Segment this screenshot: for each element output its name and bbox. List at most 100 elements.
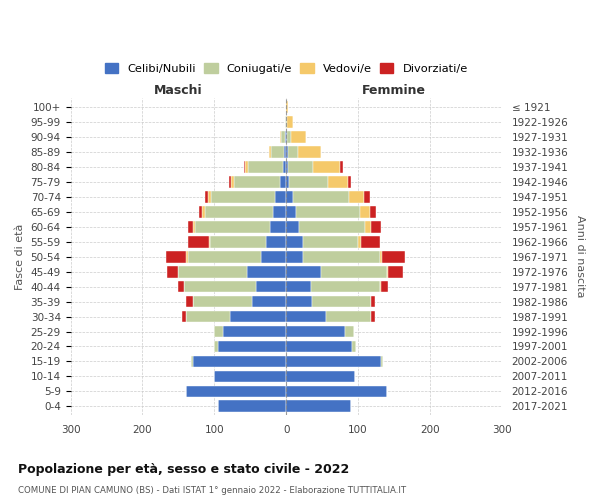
Bar [304,236,358,248]
Bar [286,206,296,218]
Bar [387,266,388,278]
Bar [284,146,286,158]
Bar [280,132,281,143]
Bar [286,281,311,292]
Bar [195,221,271,232]
Bar [247,266,286,278]
Legend: Celibi/Nubili, Coniugati/e, Vedovi/e, Divorziati/e: Celibi/Nubili, Coniugati/e, Vedovi/e, Di… [101,60,471,78]
Text: COMUNE DI PIAN CAMUNO (BS) - Dati ISTAT 1° gennaio 2022 - Elaborazione TUTTITALI: COMUNE DI PIAN CAMUNO (BS) - Dati ISTAT … [18,486,406,495]
Bar [380,251,382,262]
Bar [348,176,351,188]
Bar [358,236,361,248]
Bar [214,326,223,338]
Text: Femmine: Femmine [362,84,426,98]
Bar [231,176,234,188]
Bar [251,296,286,308]
Bar [248,161,283,173]
Bar [223,326,286,338]
Bar [261,251,286,262]
Bar [199,206,202,218]
Bar [205,191,208,202]
Bar [230,310,286,322]
Bar [311,281,380,292]
Bar [381,281,388,292]
Bar [184,281,256,292]
Bar [380,281,381,292]
Bar [286,356,381,368]
Bar [304,251,380,262]
Bar [271,146,284,158]
Bar [209,236,210,248]
Bar [234,176,280,188]
Bar [211,191,275,202]
Bar [298,146,321,158]
Bar [214,370,286,382]
Bar [287,132,290,143]
Bar [352,340,356,352]
Bar [256,281,286,292]
Bar [371,221,381,232]
Bar [275,191,286,202]
Bar [193,221,195,232]
Bar [286,310,326,322]
Bar [286,251,304,262]
Bar [286,116,287,128]
Bar [349,191,364,202]
Bar [286,176,289,188]
Bar [286,191,293,202]
Bar [188,251,261,262]
Bar [313,161,340,173]
Bar [328,176,348,188]
Bar [218,340,286,352]
Bar [381,356,383,368]
Bar [178,266,247,278]
Bar [202,206,205,218]
Bar [286,340,352,352]
Bar [293,191,349,202]
Bar [188,236,209,248]
Bar [166,251,186,262]
Bar [312,296,371,308]
Bar [210,236,266,248]
Bar [182,310,185,322]
Y-axis label: Fasce di età: Fasce di età [15,224,25,290]
Bar [229,176,231,188]
Bar [345,326,354,338]
Bar [218,400,286,412]
Bar [371,296,374,308]
Bar [289,161,313,173]
Bar [193,356,286,368]
Bar [286,400,351,412]
Bar [286,236,304,248]
Bar [287,146,298,158]
Bar [283,161,286,173]
Text: Maschi: Maschi [154,84,203,98]
Bar [191,356,193,368]
Bar [286,102,287,113]
Bar [281,132,286,143]
Bar [286,146,287,158]
Bar [359,206,370,218]
Text: Popolazione per età, sesso e stato civile - 2022: Popolazione per età, sesso e stato civil… [18,462,349,475]
Bar [299,221,365,232]
Bar [271,221,286,232]
Y-axis label: Anni di nascita: Anni di nascita [575,216,585,298]
Bar [388,266,403,278]
Bar [280,176,286,188]
Bar [185,386,286,397]
Bar [289,176,328,188]
Bar [286,132,287,143]
Bar [188,221,193,232]
Bar [245,161,248,173]
Bar [208,191,211,202]
Bar [193,296,251,308]
Bar [286,386,387,397]
Bar [266,236,286,248]
Bar [290,132,307,143]
Bar [185,310,230,322]
Bar [269,146,271,158]
Bar [370,206,376,218]
Bar [273,206,286,218]
Bar [205,206,273,218]
Bar [361,236,380,248]
